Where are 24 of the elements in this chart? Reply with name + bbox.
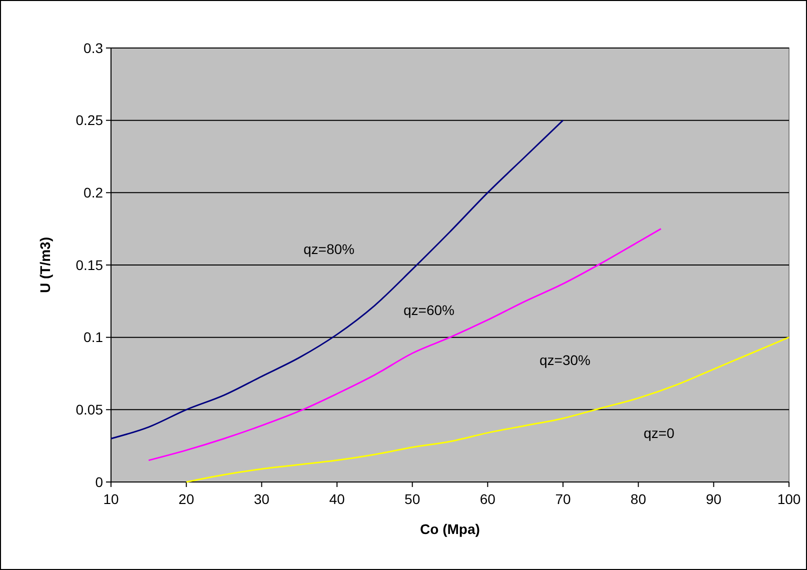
x-tick-label: 90 <box>706 491 722 507</box>
y-tick-label: 0.2 <box>84 184 104 201</box>
annotation: qz=80% <box>304 240 354 257</box>
x-tick-label: 40 <box>329 491 345 507</box>
annotation: qz=30% <box>540 352 590 368</box>
x-tick-label: 20 <box>178 491 194 507</box>
x-axis-title: Co (Mpa) <box>420 521 480 537</box>
y-tick-label: 0.1 <box>84 329 104 346</box>
x-tick-label: 70 <box>555 491 571 507</box>
y-tick-label: 0.3 <box>84 40 104 56</box>
y-axis-title: U (T/m3) <box>37 237 53 293</box>
y-tick-label: 0 <box>95 474 104 490</box>
x-tick-label: 50 <box>404 491 420 507</box>
annotation: qz=0 <box>644 424 675 441</box>
x-tick-label: 100 <box>777 491 801 507</box>
y-tick-label: 0.25 <box>76 112 104 128</box>
annotation: qz=60% <box>404 302 454 318</box>
x-tick-label: 30 <box>254 491 270 507</box>
x-tick-label: 80 <box>630 491 646 507</box>
x-tick-label: 10 <box>103 491 119 507</box>
y-tick-label: 0.05 <box>76 402 104 418</box>
line-series <box>186 336 790 483</box>
x-tick-label: 60 <box>480 491 496 507</box>
y-tick-label: 0.15 <box>76 256 104 273</box>
